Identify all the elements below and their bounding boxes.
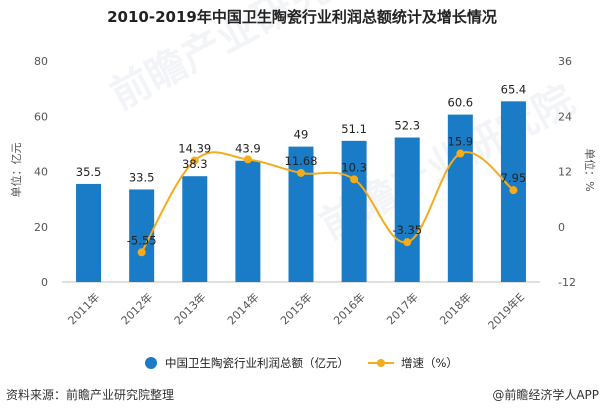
y-right-tick-label: 12 <box>558 166 572 179</box>
bar-value-label: 65.4 <box>501 82 527 96</box>
growth-line <box>137 149 518 257</box>
legend-bar-label: 中国卫生陶瓷行业利润总额（亿元） <box>165 356 349 370</box>
growth-value-label: -5.55 <box>127 233 157 247</box>
growth-point <box>403 238 412 247</box>
bar <box>76 183 102 282</box>
growth-point <box>137 248 146 257</box>
footer-brand: @前瞻经济学人APP <box>492 387 599 402</box>
y-left-tick-label: 80 <box>34 55 48 68</box>
x-tick-label: 2013年 <box>171 290 208 327</box>
y-left-tick-label: 60 <box>34 110 48 123</box>
y-right-tick-label: 0 <box>558 221 565 234</box>
bar <box>235 160 261 282</box>
growth-value-label: 10.3 <box>341 160 367 174</box>
growth-point <box>456 149 465 158</box>
bar-value-label: 35.5 <box>76 165 102 179</box>
bar-value-label: 43.9 <box>235 142 261 156</box>
bar <box>447 114 473 282</box>
x-tick-label: 2015年 <box>277 290 314 327</box>
x-tick-label: 2014年 <box>224 290 261 327</box>
footer-source: 资料来源：前瞻产业研究院整理 <box>6 387 174 402</box>
growth-point <box>243 155 252 164</box>
data-labels: 35.5 33.5 38.3 43.9 49 51.1 52.3 60.6 65.4 -5.55 1… <box>76 82 526 247</box>
legend-bar-marker <box>145 357 157 369</box>
bar <box>341 140 367 282</box>
x-tick-label: 2019年E <box>485 290 527 332</box>
x-tick-label: 2016年 <box>330 290 367 327</box>
bar-value-label: 49 <box>294 128 309 142</box>
x-tick-label: 2017年 <box>384 290 421 327</box>
y-left-tick-label: 40 <box>34 166 48 179</box>
bar-value-label: 38.3 <box>182 157 208 171</box>
growth-point <box>190 156 199 165</box>
legend-line-label: 增速（%） <box>401 356 458 370</box>
chart-title: 2010-2019年中国卫生陶瓷行业利润总额统计及增长情况 <box>107 8 497 26</box>
growth-value-label: 15.9 <box>448 135 474 149</box>
y-right-tick-label: 24 <box>558 110 572 123</box>
bar-value-label: 52.3 <box>394 119 420 133</box>
growth-value-label: 14.39 <box>178 141 211 155</box>
y-axis-left-label: 单位：亿元 <box>9 143 23 198</box>
y-axis-right-label: 单位：% <box>583 148 597 191</box>
growth-value-label: -3.35 <box>392 223 422 237</box>
bar-value-label: 33.5 <box>129 170 155 184</box>
x-tick-label: 2018年 <box>437 290 474 327</box>
growth-value-label: 11.68 <box>285 154 318 168</box>
bar-value-label: 51.1 <box>341 122 367 136</box>
x-tick-label: 2011年 <box>65 290 102 327</box>
growth-point <box>297 168 305 177</box>
growth-point <box>350 175 359 184</box>
y-right-tick-label: -12 <box>558 276 576 289</box>
growth-value-label: 7.95 <box>501 171 527 185</box>
legend: 中国卫生陶瓷行业利润总额（亿元） 增速（%） <box>145 356 458 370</box>
bar <box>394 137 420 282</box>
y-left-tick-label: 20 <box>34 221 48 234</box>
bar <box>182 176 208 282</box>
growth-point <box>509 186 518 195</box>
y-right-tick-label: 36 <box>558 55 572 68</box>
bar-value-label: 60.6 <box>448 96 474 110</box>
legend-line-marker <box>377 359 385 367</box>
x-tick-label: 2012年 <box>118 290 155 327</box>
y-left-tick-label: 0 <box>41 276 48 289</box>
